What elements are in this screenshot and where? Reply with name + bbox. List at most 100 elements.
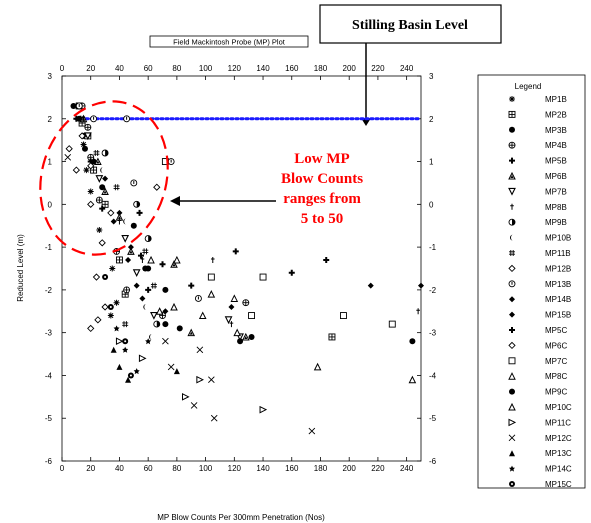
- data-point: [388, 320, 396, 328]
- x-tick-label: 100: [199, 464, 213, 473]
- legend-label: MP12C: [545, 434, 572, 443]
- x-tick-label: 0: [60, 464, 65, 473]
- data-point: [418, 282, 424, 289]
- x-tick-label: 160: [285, 464, 299, 473]
- data-point: [117, 218, 122, 225]
- plot-frame: [61, 75, 422, 462]
- x-tick-label-top: 80: [172, 64, 181, 73]
- data-point: [313, 362, 322, 371]
- legend-marker: [508, 372, 516, 380]
- legend-item: MP7B: [508, 187, 567, 196]
- y-tick-label-right: 2: [429, 115, 434, 124]
- annotation-line: ranges from: [283, 191, 361, 207]
- data-point: [92, 273, 101, 281]
- x-tick-label: 200: [343, 464, 357, 473]
- y-tick-label: -3: [45, 329, 53, 338]
- legend-item: MP13B: [508, 280, 571, 289]
- data-point: [367, 282, 374, 289]
- legend-label: MP14C: [545, 465, 572, 474]
- data-point: [81, 145, 88, 152]
- x-tick-label-top: 240: [400, 64, 414, 73]
- data-point: [122, 346, 129, 353]
- data-point: [101, 200, 109, 208]
- data-point: [248, 312, 256, 320]
- data-point: [140, 256, 145, 263]
- legend-item: MP11C: [508, 418, 571, 427]
- data-point: [170, 302, 178, 311]
- data-point: [196, 375, 204, 384]
- data-point: [207, 290, 216, 298]
- legend-marker: [508, 434, 516, 442]
- data-point: [115, 256, 123, 264]
- x-tick-label-top: 120: [228, 64, 242, 73]
- legend-item: MP7C: [508, 357, 567, 366]
- data-point: [130, 222, 137, 229]
- series-mp8b: [117, 218, 420, 328]
- data-point: [233, 328, 242, 337]
- series-mp10c: [147, 255, 242, 337]
- y-tick-label: 2: [48, 115, 53, 124]
- data-point: [132, 269, 141, 278]
- data-point: [328, 333, 336, 341]
- legend-label: MP9B: [545, 218, 567, 227]
- data-point: [113, 184, 120, 191]
- data-point: [116, 363, 123, 370]
- legend-label: MP14B: [545, 295, 571, 304]
- data-point: [87, 188, 94, 195]
- data-point: [96, 227, 103, 233]
- data-point: [248, 333, 255, 340]
- legend-label: MP10B: [545, 234, 571, 243]
- series-mp5c: [136, 209, 330, 289]
- x-tick-label-top: 200: [343, 64, 357, 73]
- y-tick-label-right: -3: [429, 329, 437, 338]
- legend-item: MP9B: [508, 218, 567, 227]
- data-point: [121, 235, 130, 243]
- legend-marker: [508, 171, 516, 180]
- legend-marker: [510, 203, 514, 210]
- legend-item: MP6C: [508, 341, 567, 350]
- data-point: [229, 321, 234, 328]
- data-point: [150, 312, 158, 320]
- data-point: [241, 332, 250, 341]
- legend-label: MP3B: [545, 126, 567, 135]
- x-tick-label-top: 220: [371, 64, 385, 73]
- data-point: [167, 363, 175, 371]
- data-point: [73, 115, 80, 122]
- legend-item: MP5C: [509, 326, 567, 335]
- legend-marker: [509, 157, 515, 164]
- x-tick-label: 240: [400, 464, 414, 473]
- legend-marker: [509, 327, 515, 333]
- legend-item: MP9C: [509, 388, 567, 397]
- annotation-ellipse: [39, 100, 169, 256]
- series-mp9c: [145, 265, 416, 345]
- data-point: [127, 244, 134, 251]
- x-tick-label: 180: [314, 464, 328, 473]
- data-point: [109, 265, 116, 272]
- legend-label: MP4B: [545, 141, 567, 150]
- data-point: [75, 102, 83, 110]
- data-point: [181, 393, 190, 401]
- data-point: [230, 294, 239, 302]
- data-point: [80, 141, 87, 148]
- data-point: [143, 304, 147, 310]
- y-tick-label-right: -6: [429, 457, 437, 466]
- data-point: [194, 294, 202, 302]
- data-point: [72, 166, 80, 174]
- legend-item: MP14C: [509, 465, 572, 474]
- legend-label: MP5C: [545, 326, 567, 335]
- data-point: [210, 414, 218, 422]
- data-point: [138, 354, 147, 363]
- legend-marker: [508, 264, 516, 273]
- x-tick-label: 80: [172, 464, 181, 473]
- legend: MP1B MP2B MP3B MP4B MP5B MP6B MP7B MP8B MP9B MP10…: [508, 95, 572, 489]
- data-point: [159, 261, 166, 268]
- legend-marker: [509, 311, 515, 318]
- data-point: [142, 248, 149, 255]
- legend-label: MP8C: [545, 372, 567, 381]
- x-tick-label: 40: [115, 464, 124, 473]
- series-mp6c: [78, 132, 161, 333]
- legend-label: MP9C: [545, 388, 567, 397]
- data-point: [87, 200, 95, 208]
- data-point: [409, 338, 416, 345]
- legend-marker: [508, 357, 516, 365]
